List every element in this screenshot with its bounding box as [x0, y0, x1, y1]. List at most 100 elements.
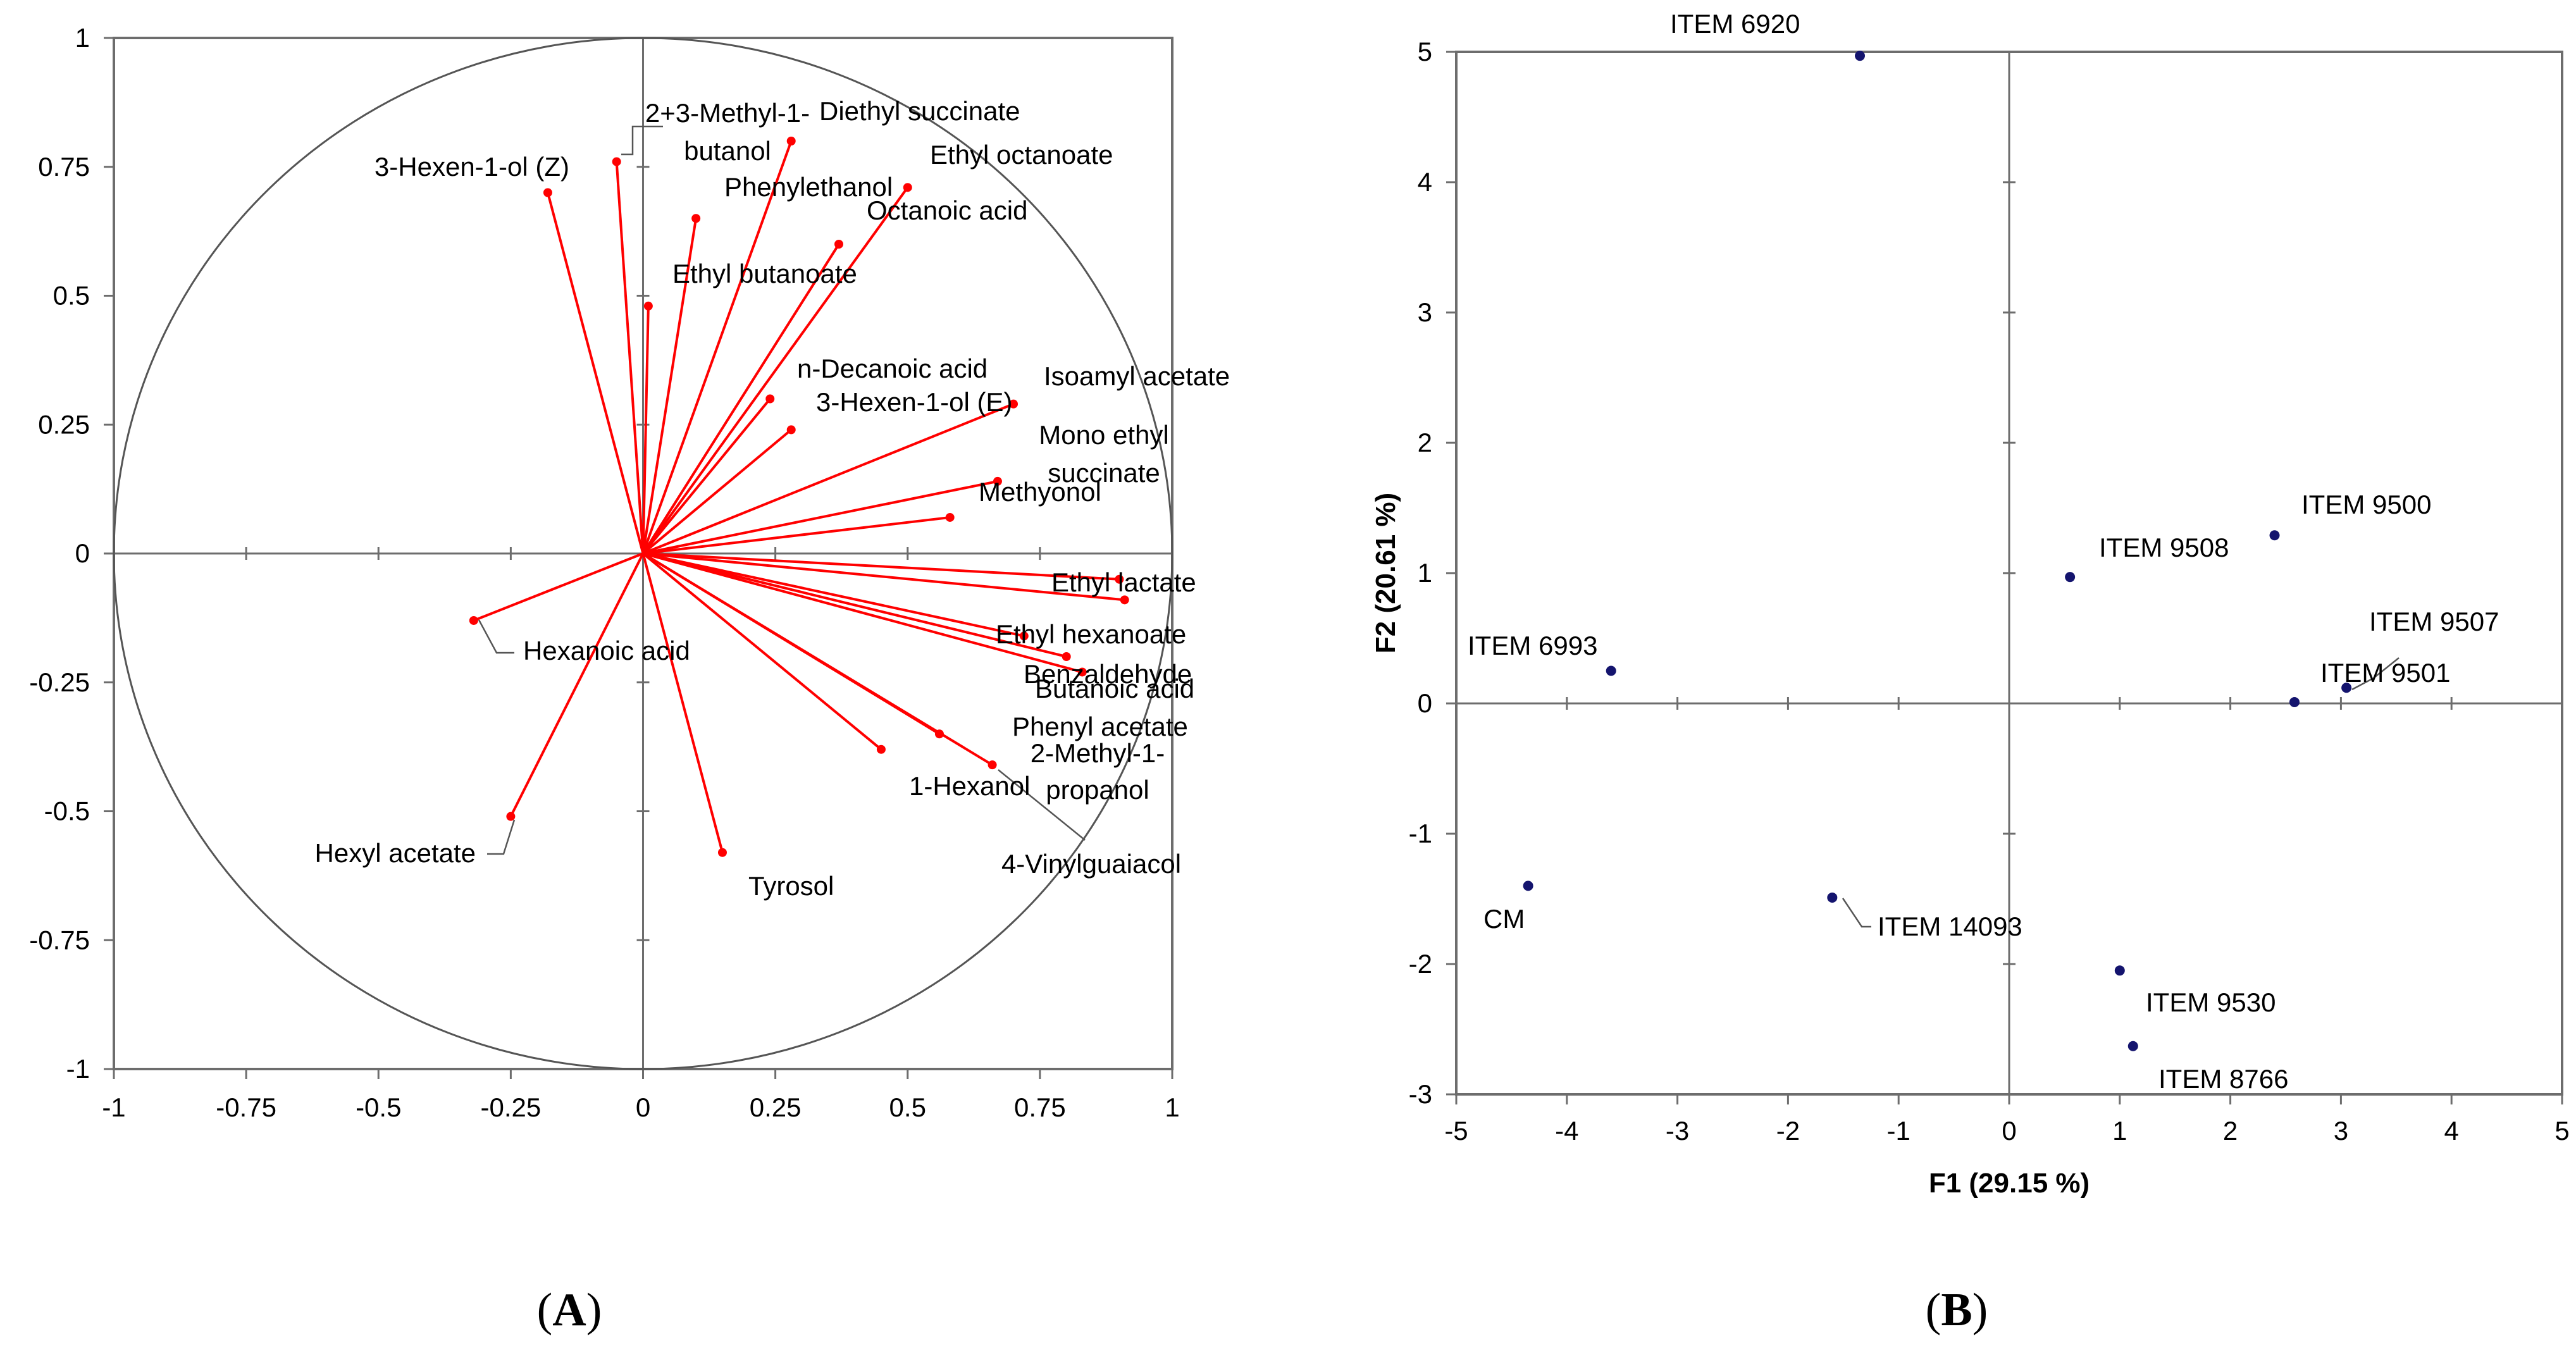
x-tick-label: 4: [2444, 1116, 2459, 1146]
vector-tyrosol: [641, 553, 724, 853]
point-item-6920: [1855, 51, 1866, 61]
point-item-9500: [2269, 530, 2280, 541]
y-tick-label: 2: [1418, 428, 1432, 457]
vector-tip-diethyl-succinate: [786, 137, 796, 145]
y-tick-label: -0.75: [29, 925, 90, 955]
x-tick-label: -0.25: [481, 1092, 542, 1122]
x-tick-label: -5: [1444, 1116, 1468, 1146]
leader-item-9507: [2351, 657, 2400, 691]
label-1-hexanol: 1-Hexanol: [909, 771, 1030, 801]
vector-n-decanoic-acid: [641, 398, 771, 555]
point-item-9507: [2341, 683, 2352, 693]
y-tick-label: -2: [1409, 949, 1432, 979]
vector-tip-4-vinylguaiacol: [988, 760, 997, 770]
label-tyrosol: Tyrosol: [748, 871, 834, 901]
vector-ethyl-hexanoate: [643, 552, 1125, 602]
panel-b-y-tick-labels: -3 -2 -1 0 1 2 3 4 5: [1409, 37, 1432, 1109]
vector-butanoic-acid: [643, 552, 1067, 658]
vector-ethyl-octanoate: [641, 187, 909, 555]
label-n-decanoic-acid: n-Decanoic acid: [797, 354, 988, 383]
label-benzaldehyde: Benzaldehyde: [1024, 659, 1192, 689]
vector-tip-3-hexen-1-ol-z: [543, 188, 552, 197]
vector-3-hexen-1-ol-z: [546, 192, 645, 554]
y-tick-label: 0: [75, 538, 90, 568]
panel-a-x-tick-marks: [113, 547, 1173, 1079]
y-axis-title: F2 (20.61 %): [1370, 493, 1401, 653]
label-ethyl-octanoate: Ethyl octanoate: [930, 140, 1113, 170]
vector-1-hexanol: [642, 552, 882, 751]
vector-benzaldehyde: [643, 552, 1025, 638]
x-tick-label: -0.5: [356, 1092, 401, 1122]
vector-diethyl-succinate: [641, 140, 793, 554]
x-tick-label: 3: [2334, 1116, 2348, 1146]
x-axis-title: F1 (29.15 %): [1929, 1168, 2090, 1199]
vector-octanoic-acid: [641, 243, 840, 555]
label-hexyl-acetate: Hexyl acetate: [315, 838, 476, 868]
correlation-circle: [113, 37, 1173, 1070]
label-item-9508: ITEM 9508: [2099, 533, 2229, 562]
x-tick-label: 0: [2002, 1116, 2016, 1146]
point-item-9508: [2065, 572, 2076, 583]
vector-tip-tyrosol: [717, 848, 727, 857]
vector-2-3-methyl-1-butanol: [615, 161, 645, 554]
x-tick-label: -3: [1666, 1116, 1689, 1146]
x-tick-label: 0.75: [1014, 1092, 1066, 1122]
vector-tip-hexyl-acetate: [506, 812, 516, 821]
vector-tip-phenylethanol: [691, 214, 701, 223]
variable-labels: 3-Hexen-1-ol (Z) 2+3-Methyl-1-butanol Diet…: [315, 96, 1230, 901]
y-tick-label: 0.25: [38, 409, 90, 439]
panel-a-y-tick-marks: [104, 37, 650, 1070]
panel-b-y-tick-marks: [1446, 51, 2016, 1096]
y-tick-label: 4: [1418, 167, 1432, 197]
label-2-3-methyl-1-butanol: 2+3-Methyl-1-butanol: [645, 98, 810, 166]
label-item-6993: ITEM 6993: [1468, 631, 1597, 660]
y-tick-label: -0.5: [44, 796, 90, 826]
y-tick-label: 1: [75, 23, 90, 53]
x-tick-label: 0.25: [750, 1092, 802, 1122]
vector-tip-mono-ethyl-succinate: [993, 476, 1002, 486]
leader-2-3-methyl-1-butanol: [621, 125, 663, 156]
label-3-hexen-1-ol-z: 3-Hexen-1-ol (Z): [375, 152, 569, 182]
panel-a-x-tick-labels: -1 -0.75 -0.5 -0.25 0 0.25 0.5 0.75 1: [102, 1092, 1179, 1122]
label-phenylethanol: Phenylethanol: [724, 172, 893, 202]
vector-tip-isoamyl-acetate: [1009, 399, 1019, 409]
vector-tip-2-3-methyl-1-butanol: [612, 157, 621, 166]
correlation-circle-panel: 3-Hexen-1-ol (Z) 2+3-Methyl-1-butanol Diet…: [29, 23, 1230, 1336]
y-tick-label: 3: [1418, 297, 1432, 327]
panel-b-x-tick-labels: -5 -4 -3 -2 -1 0 1 2 3 4 5: [1444, 1116, 2569, 1146]
label-butanoic-acid: Butanoic acid: [1035, 674, 1194, 703]
label-ethyl-hexanoate: Ethyl hexanoate: [996, 619, 1186, 649]
vector-tip-methyonol: [945, 512, 955, 522]
x-tick-label: -1: [1887, 1116, 1910, 1146]
vector-tip-3-hexen-1-ol-e: [786, 425, 796, 435]
label-phenyl-acetate: Phenyl acetate: [1012, 712, 1188, 741]
x-tick-label: 2: [2223, 1116, 2238, 1146]
label-item-8766: ITEM 8766: [2158, 1064, 2288, 1094]
vector-hexyl-acetate: [509, 553, 645, 817]
y-tick-label: 0.75: [38, 152, 90, 182]
x-tick-label: -2: [1776, 1116, 1800, 1146]
label-item-6920: ITEM 6920: [1670, 9, 1800, 39]
panel-label-a: (A): [537, 1284, 602, 1336]
y-tick-label: -0.25: [29, 667, 90, 697]
label-4-vinylguaiacol: 4-Vinylguaiacol: [1001, 849, 1181, 879]
label-item-14093: ITEM 14093: [1878, 912, 2022, 941]
label-octanoic-acid: Octanoic acid: [867, 195, 1027, 225]
point-item-8766: [2127, 1041, 2138, 1051]
vector-tip-octanoic-acid: [834, 240, 844, 249]
x-tick-label: -1: [102, 1092, 125, 1122]
x-tick-label: 0.5: [889, 1092, 926, 1122]
y-tick-label: 0.5: [53, 281, 90, 311]
y-tick-label: -1: [1409, 819, 1432, 848]
label-3-hexen-1-ol-e: 3-Hexen-1-ol (E): [816, 387, 1012, 417]
point-cm: [1523, 881, 1533, 891]
label-2-methyl-1-propanol: 2-Methyl-1-propanol: [1031, 738, 1165, 805]
vector-tip-1-hexanol: [876, 745, 886, 754]
vector-hexanoic-acid: [473, 552, 644, 622]
label-cm: CM: [1483, 904, 1525, 934]
vector-ethyl-lactate: [643, 552, 1120, 581]
label-leader-lines: [478, 125, 1086, 855]
point-leader-lines: [1842, 657, 2400, 928]
label-diethyl-succinate: Diethyl succinate: [819, 96, 1020, 126]
